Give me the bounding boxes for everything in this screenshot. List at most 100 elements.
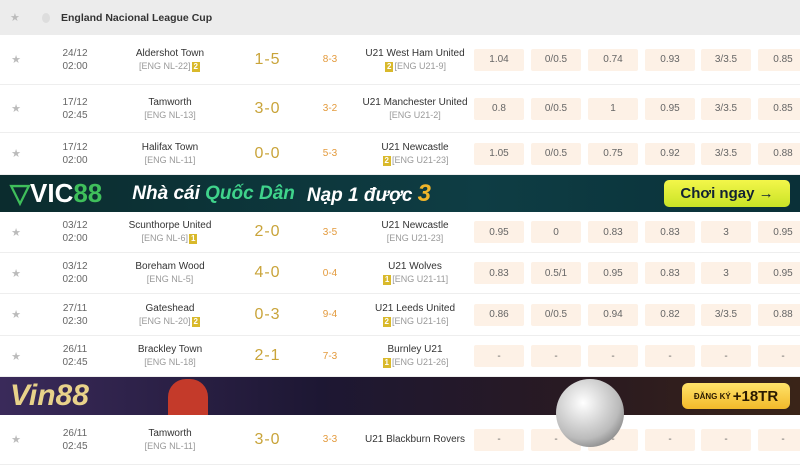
full-time-score[interactable]: 3-0: [254, 99, 281, 117]
match-row[interactable]: ★ 26/11 02:45 Tamworth [ENG NL-11] 3-0 3-3…: [0, 415, 800, 465]
full-time-score[interactable]: 3-0: [254, 430, 281, 448]
match-time: 02:00: [62, 274, 88, 285]
match-row[interactable]: ★ 03/12 02:00 Boreham Wood [ENG NL-5] 4-0 …: [0, 253, 800, 294]
odds-cell[interactable]: -: [701, 345, 751, 367]
odds-cell[interactable]: -: [758, 345, 800, 367]
full-time-score[interactable]: 0-3: [254, 305, 281, 323]
away-team[interactable]: U21 West Ham United 2 [ENG U21-9]: [360, 35, 470, 84]
corner-score: 8-3: [322, 54, 338, 65]
odds-cell[interactable]: 0.82: [645, 303, 695, 326]
away-team[interactable]: U21 Leeds United 2 [ENG U21-16]: [360, 294, 470, 335]
full-time-score[interactable]: 1-5: [254, 50, 281, 68]
odds-cell[interactable]: 3/3.5: [701, 303, 751, 326]
odds-cell[interactable]: -: [474, 428, 524, 451]
away-team[interactable]: U21 Blackburn Rovers: [360, 415, 470, 464]
odds-cell[interactable]: 0.83: [645, 221, 695, 243]
favorite-star-icon[interactable]: ★: [11, 54, 21, 66]
favorite-star-icon[interactable]: ★: [11, 434, 21, 446]
odds-cell[interactable]: 0.95: [474, 221, 524, 243]
match-time: 02:00: [62, 233, 88, 244]
home-rank: [ENG NL-22]: [139, 60, 191, 71]
home-team[interactable]: Aldershot Town [ENG NL-22] 2: [110, 35, 230, 84]
match-row[interactable]: ★ 26/11 02:45 Brackley Town [ENG NL-18] 2-…: [0, 336, 800, 377]
odds-cell[interactable]: 0.95: [588, 262, 638, 284]
favorite-star-icon[interactable]: ★: [11, 267, 21, 280]
odds-cell[interactable]: 0.95: [645, 97, 695, 120]
odds-cell[interactable]: -: [474, 345, 524, 367]
match-date: 26/11: [62, 344, 88, 355]
odds-cell[interactable]: 1: [588, 97, 638, 120]
match-row[interactable]: ★ 24/12 02:00 Aldershot Town [ENG NL-22] 2 …: [0, 35, 800, 85]
full-time-score[interactable]: 4-0: [254, 264, 281, 281]
odds-cell[interactable]: 0.75: [588, 142, 638, 165]
odds-cell[interactable]: -: [531, 345, 581, 367]
favorite-star-icon[interactable]: ★: [11, 350, 21, 363]
match-row[interactable]: ★ 17/12 02:45 Tamworth [ENG NL-13] 3-0 3-2…: [0, 85, 800, 133]
ad-promo: Nạp 1 được 3: [306, 179, 432, 207]
home-team[interactable]: Halifax Town [ENG NL-11]: [110, 133, 230, 174]
full-time-score[interactable]: 2-0: [254, 223, 281, 240]
match-row[interactable]: ★ 27/11 02:30 Gateshead [ENG NL-20] 2 0-3 9…: [0, 294, 800, 336]
odds-cell[interactable]: 0.8: [474, 97, 524, 120]
odds-cell[interactable]: 0/0.5: [531, 142, 581, 165]
full-time-score[interactable]: 2-1: [254, 347, 281, 364]
odds-cell[interactable]: 0.74: [588, 48, 638, 71]
home-team[interactable]: Boreham Wood [ENG NL-5]: [110, 253, 230, 293]
odds-cell[interactable]: 3/3.5: [701, 97, 751, 120]
odds-cell[interactable]: 3: [701, 262, 751, 284]
home-team[interactable]: Tamworth [ENG NL-13]: [110, 85, 230, 132]
play-now-button[interactable]: Chơi ngay →: [664, 180, 790, 207]
odds-cell[interactable]: 0/0.5: [531, 303, 581, 326]
odds-cell[interactable]: 0.83: [588, 221, 638, 243]
register-button[interactable]: ĐĂNG KÝ +18TR: [682, 383, 790, 409]
favorite-star-icon[interactable]: ★: [11, 309, 21, 321]
vin88-ad-banner[interactable]: Vin88 ĐĂNG KÝ +18TR: [0, 377, 800, 447]
league-title: England Nacional League Cup: [61, 11, 213, 24]
odds-cell[interactable]: 0.88: [758, 142, 800, 165]
away-team[interactable]: U21 Wolves 1 [ENG U21-11]: [360, 253, 470, 293]
home-team[interactable]: Gateshead [ENG NL-20] 2: [110, 294, 230, 335]
odds-cell[interactable]: 3: [701, 221, 751, 243]
odds-cell[interactable]: 0.83: [645, 262, 695, 284]
odds-cell[interactable]: 0/0.5: [531, 97, 581, 120]
odds-cell[interactable]: 1.05: [474, 142, 524, 165]
odds-cell[interactable]: 0.95: [758, 221, 800, 243]
full-time-score[interactable]: 0-0: [254, 144, 281, 162]
away-team[interactable]: U21 Newcastle 2 [ENG U21-23]: [360, 133, 470, 174]
odds-cell[interactable]: 0.88: [758, 303, 800, 326]
home-team[interactable]: Brackley Town [ENG NL-18]: [110, 336, 230, 376]
odds-cell[interactable]: 3/3.5: [701, 142, 751, 165]
home-team[interactable]: Scunthorpe United [ENG NL-6] 1: [110, 212, 230, 252]
favorite-star-icon[interactable]: ★: [11, 103, 21, 115]
odds-cell[interactable]: -: [645, 345, 695, 367]
away-team[interactable]: Burnley U21 1 [ENG U21-26]: [360, 336, 470, 376]
odds-cell[interactable]: 0.83: [474, 262, 524, 284]
vic88-ad-banner[interactable]: ▽VIC88 Nhà cái Quốc Dân Nạp 1 được 3 Chơ…: [0, 175, 800, 212]
odds-cell[interactable]: 1.04: [474, 48, 524, 71]
favorite-star-icon[interactable]: ★: [11, 226, 21, 239]
odds-cell[interactable]: 0.85: [758, 48, 800, 71]
odds-cell[interactable]: 0/0.5: [531, 48, 581, 71]
match-row[interactable]: ★ 17/12 02:00 Halifax Town [ENG NL-11] 0-0…: [0, 133, 800, 175]
odds-cell[interactable]: -: [701, 428, 751, 451]
odds-cell[interactable]: 0.93: [645, 48, 695, 71]
odds-cell[interactable]: -: [758, 428, 800, 451]
odds-cell[interactable]: 0.85: [758, 97, 800, 120]
odds-cell[interactable]: 0: [531, 221, 581, 243]
match-row[interactable]: ★ 03/12 02:00 Scunthorpe United [ENG NL-6]…: [0, 212, 800, 253]
odds-cell[interactable]: 0.5/1: [531, 262, 581, 284]
away-team[interactable]: U21 Manchester United [ENG U21-2]: [360, 85, 470, 132]
away-team[interactable]: U21 Newcastle [ENG U21-23]: [360, 212, 470, 252]
corner-score: 3-5: [322, 226, 338, 238]
odds-cell[interactable]: 0.94: [588, 303, 638, 326]
favorite-star-icon[interactable]: ★: [11, 148, 21, 160]
home-rank: [ENG NL-13]: [144, 109, 196, 120]
odds-cell[interactable]: 0.92: [645, 142, 695, 165]
star-icon[interactable]: ★: [10, 12, 20, 24]
home-team[interactable]: Tamworth [ENG NL-11]: [110, 415, 230, 464]
odds-cell[interactable]: -: [645, 428, 695, 451]
odds-cell[interactable]: 3/3.5: [701, 48, 751, 71]
odds-cell[interactable]: -: [588, 345, 638, 367]
odds-cell[interactable]: 0.86: [474, 303, 524, 326]
odds-cell[interactable]: 0.95: [758, 262, 800, 284]
